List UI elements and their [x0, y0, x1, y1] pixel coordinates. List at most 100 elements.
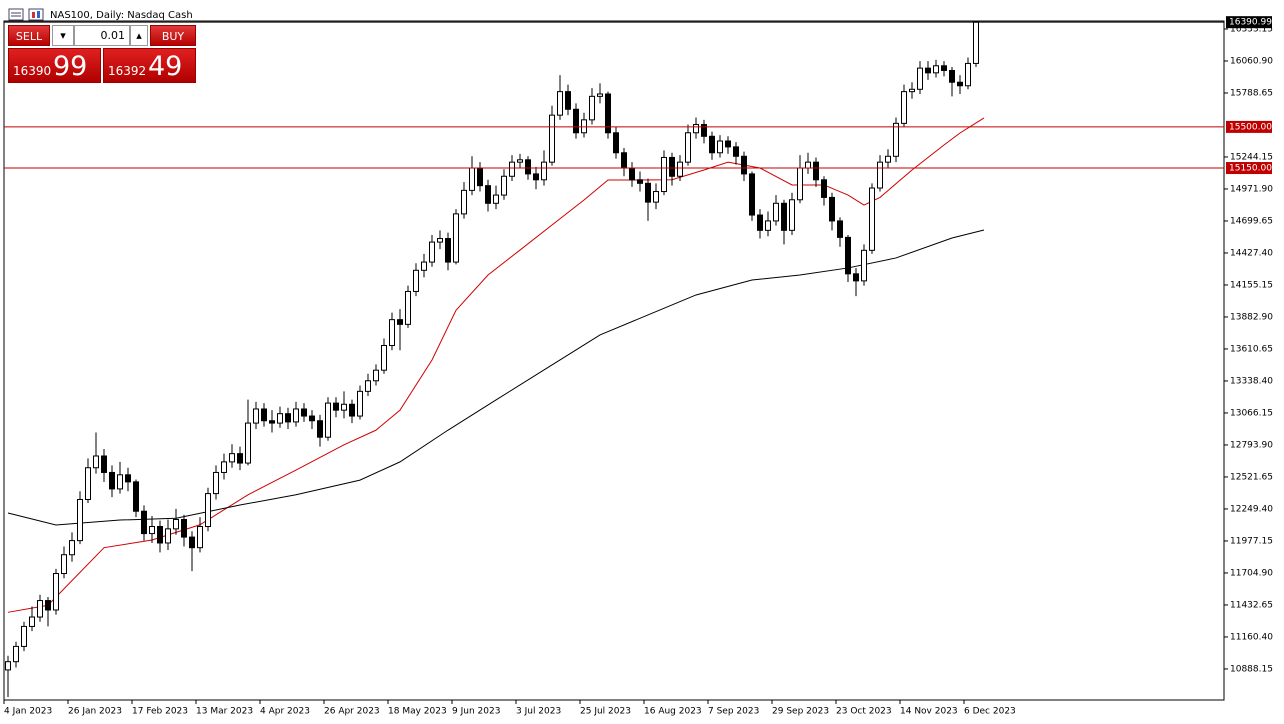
candle-body — [205, 493, 211, 528]
y-tick-label: 13066.15 — [1230, 408, 1273, 418]
candle-body — [957, 81, 963, 87]
candle-body — [421, 261, 427, 271]
candle-body — [741, 155, 747, 175]
y-tick-label: 14971.90 — [1230, 184, 1273, 194]
candle-body — [885, 155, 891, 163]
candle-body — [613, 132, 619, 154]
candle-body — [221, 461, 227, 473]
candle-body — [933, 65, 939, 74]
volume-down[interactable]: ▾ — [52, 25, 74, 46]
x-tick-label: 17 Feb 2023 — [132, 707, 188, 717]
volume-input[interactable]: 0.01 — [74, 25, 130, 46]
candle-body — [189, 536, 195, 549]
x-tick-label: 16 Aug 2023 — [644, 707, 702, 717]
candle-body — [101, 455, 107, 473]
candle-body — [733, 146, 739, 157]
candle-body — [669, 156, 675, 177]
x-tick-label: 3 Jul 2023 — [516, 707, 561, 717]
y-tick-label: 10888.15 — [1230, 664, 1273, 674]
candle-body — [869, 187, 875, 251]
y-tick-label: 15244.15 — [1230, 152, 1273, 162]
candle-body — [341, 403, 347, 411]
sell-price[interactable]: 16390 99 — [8, 48, 101, 83]
candle-body — [965, 62, 971, 87]
candle-body — [925, 67, 931, 74]
trade-panel: SELL ▾ 0.01 ▴ BUY 16390 99 16392 49 — [8, 25, 196, 83]
candle-body — [493, 194, 499, 204]
candle-body — [85, 467, 91, 500]
candle-body — [69, 540, 75, 556]
candle-body — [589, 95, 595, 121]
candle-body — [477, 167, 483, 187]
candle-body — [605, 93, 611, 134]
y-tick-label: 13882.90 — [1230, 312, 1273, 322]
candle-body — [149, 526, 155, 535]
candle-body — [909, 88, 915, 93]
x-tick-label: 23 Oct 2023 — [836, 707, 892, 717]
candle-body — [877, 161, 883, 189]
candle-body — [973, 21, 979, 64]
y-tick-label: 11704.90 — [1230, 568, 1273, 578]
sell-button[interactable]: SELL — [8, 25, 50, 46]
candle-body — [645, 182, 651, 203]
icon — [8, 8, 24, 21]
candle-body — [533, 173, 539, 181]
candle-body — [717, 140, 723, 154]
candle-body — [381, 345, 387, 371]
candle-body — [21, 625, 27, 647]
window-icons — [8, 8, 44, 21]
candle-body — [213, 471, 219, 495]
candle-body — [429, 241, 435, 263]
candle-body — [117, 474, 123, 490]
last-price-label: 16390.99 — [1229, 18, 1272, 28]
candle-body — [13, 645, 19, 663]
candle-body — [397, 319, 403, 325]
candle-body — [445, 238, 451, 263]
x-tick-label: 6 Dec 2023 — [964, 707, 1016, 717]
candle-body — [389, 319, 395, 347]
candle-body — [941, 65, 947, 71]
moving-average — [7, 117, 985, 613]
plot-frame — [3, 20, 1225, 701]
candle-body — [333, 402, 339, 411]
level-label-bg — [1226, 162, 1272, 175]
y-tick-label: 11432.65 — [1230, 600, 1273, 610]
candle-body — [469, 167, 475, 191]
candle-body — [541, 161, 547, 181]
candle-body — [133, 481, 139, 512]
y-tick-label: 13338.40 — [1230, 376, 1273, 386]
x-tick-label: 26 Apr 2023 — [324, 707, 380, 717]
candle-body — [821, 179, 827, 198]
candle-body — [181, 518, 187, 538]
candle-body — [301, 408, 307, 417]
candle-body — [125, 474, 131, 483]
buy-price-main: 16392 — [108, 64, 147, 78]
candle-body — [285, 413, 291, 423]
last-price-bg — [1226, 16, 1272, 29]
candle-body — [685, 132, 691, 163]
y-tick-label: 16333.15 — [1230, 24, 1273, 34]
candle-body — [373, 369, 379, 382]
x-tick-label: 13 Mar 2023 — [196, 707, 253, 717]
candle-body — [317, 420, 323, 438]
candle-body — [77, 498, 83, 542]
level-label-bg — [1226, 120, 1272, 133]
candle-body — [789, 199, 795, 231]
candle-body — [405, 290, 411, 325]
buy-price[interactable]: 16392 49 — [103, 48, 196, 83]
volume-up[interactable]: ▴ — [130, 25, 148, 46]
x-tick-label: 18 May 2023 — [388, 707, 447, 717]
x-tick-label: 29 Sep 2023 — [772, 707, 829, 717]
candle-body — [293, 408, 299, 423]
candle-body — [725, 140, 731, 148]
candle-body — [549, 114, 555, 163]
candle-body — [173, 518, 179, 530]
candle-body — [45, 600, 51, 611]
moving-average — [7, 229, 985, 526]
candle-body — [637, 179, 643, 184]
x-tick-label: 14 Nov 2023 — [900, 707, 958, 717]
y-tick-label: 16060.90 — [1230, 56, 1273, 66]
y-tick-label: 11160.40 — [1230, 632, 1273, 642]
buy-button[interactable]: BUY — [150, 25, 196, 46]
